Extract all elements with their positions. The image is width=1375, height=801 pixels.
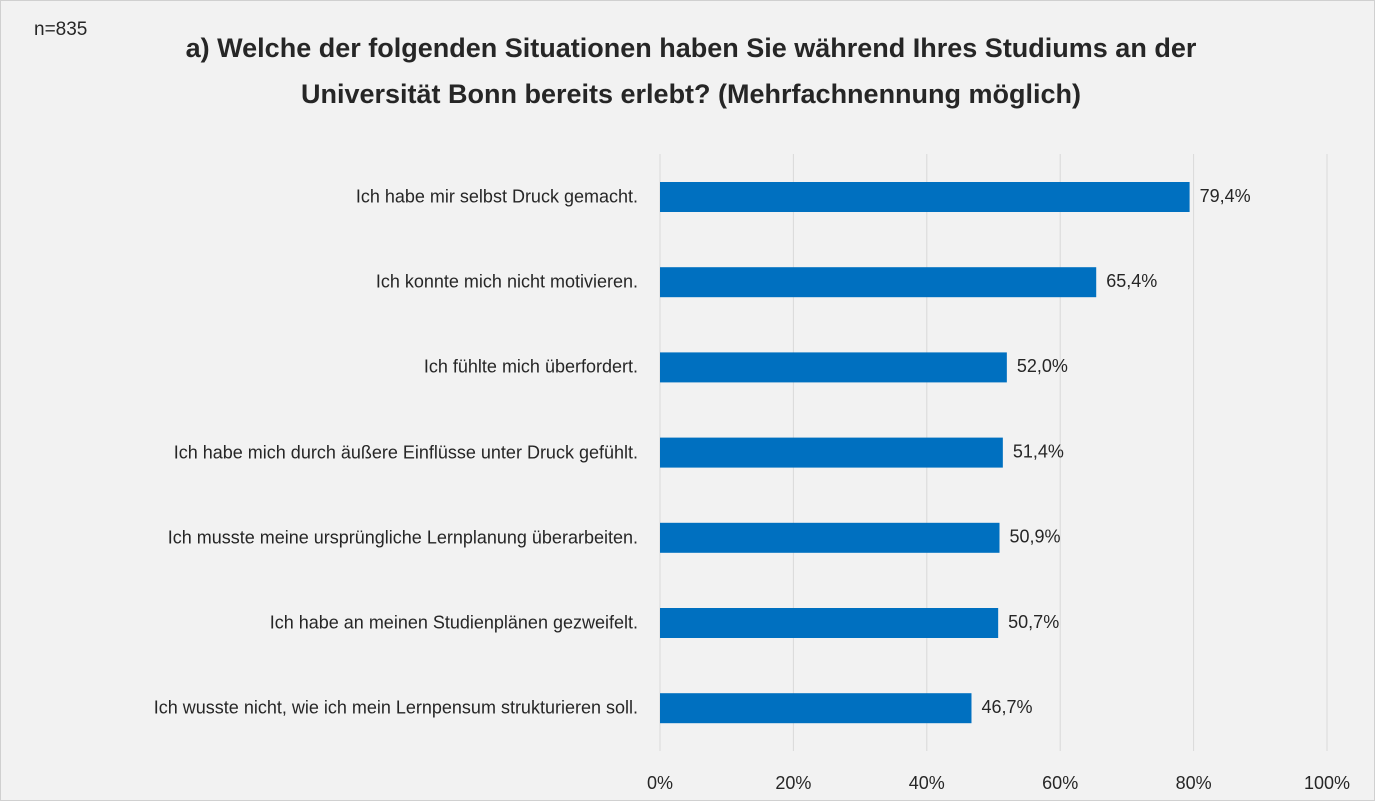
category-text: Ich habe mir selbst Druck gemacht.: [355, 186, 638, 207]
y-tick-label: Ich wusste nicht, wie ich mein Lernpensu…: [11, 695, 638, 722]
category-text: Ich musste meine ursprüngliche Lernplanu…: [167, 527, 638, 548]
category-text: Ich konnte mich nicht motivieren.: [375, 271, 638, 292]
y-tick-label: Ich musste meine ursprüngliche Lernplanu…: [11, 524, 638, 551]
y-tick-label: Ich konnte mich nicht motivieren.: [11, 269, 638, 296]
data-label: 79,4%: [1200, 186, 1251, 206]
y-tick-label: Ich habe mir selbst Druck gemacht.: [11, 184, 638, 211]
x-tick-label: 20%: [775, 773, 811, 793]
x-tick-label: 80%: [1176, 773, 1212, 793]
data-label: 51,4%: [1013, 441, 1064, 461]
bar: [660, 693, 972, 724]
bar: [660, 608, 999, 638]
category-text: Ich habe mich durch äußere Einflüsse unt…: [173, 442, 638, 463]
y-tick-label: Ich habe an meinen Studienplänen gezweif…: [11, 610, 638, 637]
data-label: 50,7%: [1008, 612, 1059, 632]
chart-title: a) Welche der folgenden Situationen habe…: [185, 33, 1197, 109]
data-label: 65,4%: [1106, 271, 1157, 291]
category-text: Ich habe an meinen Studienplänen gezweif…: [269, 612, 638, 633]
bar: [660, 437, 1003, 468]
x-tick-label: 40%: [909, 773, 945, 793]
sample-size: n=835: [34, 19, 88, 40]
bar: [660, 267, 1097, 298]
y-tick-label: Ich habe mich durch äußere Einflüsse unt…: [11, 439, 638, 466]
bar: [660, 182, 1190, 212]
category-text: Ich fühlte mich überfordert.: [423, 356, 638, 377]
x-tick-label: 60%: [1042, 773, 1078, 793]
data-label: 52,0%: [1017, 356, 1068, 376]
data-label: 46,7%: [981, 697, 1032, 717]
bar: [660, 522, 1000, 553]
category-text: Ich wusste nicht, wie ich mein Lernpensu…: [153, 697, 638, 718]
x-tick-label: 0%: [647, 773, 673, 793]
y-tick-label: Ich fühlte mich überfordert.: [11, 354, 638, 381]
bar: [660, 352, 1007, 383]
x-tick-label: 100%: [1304, 773, 1350, 793]
data-label: 50,9%: [1010, 527, 1061, 547]
